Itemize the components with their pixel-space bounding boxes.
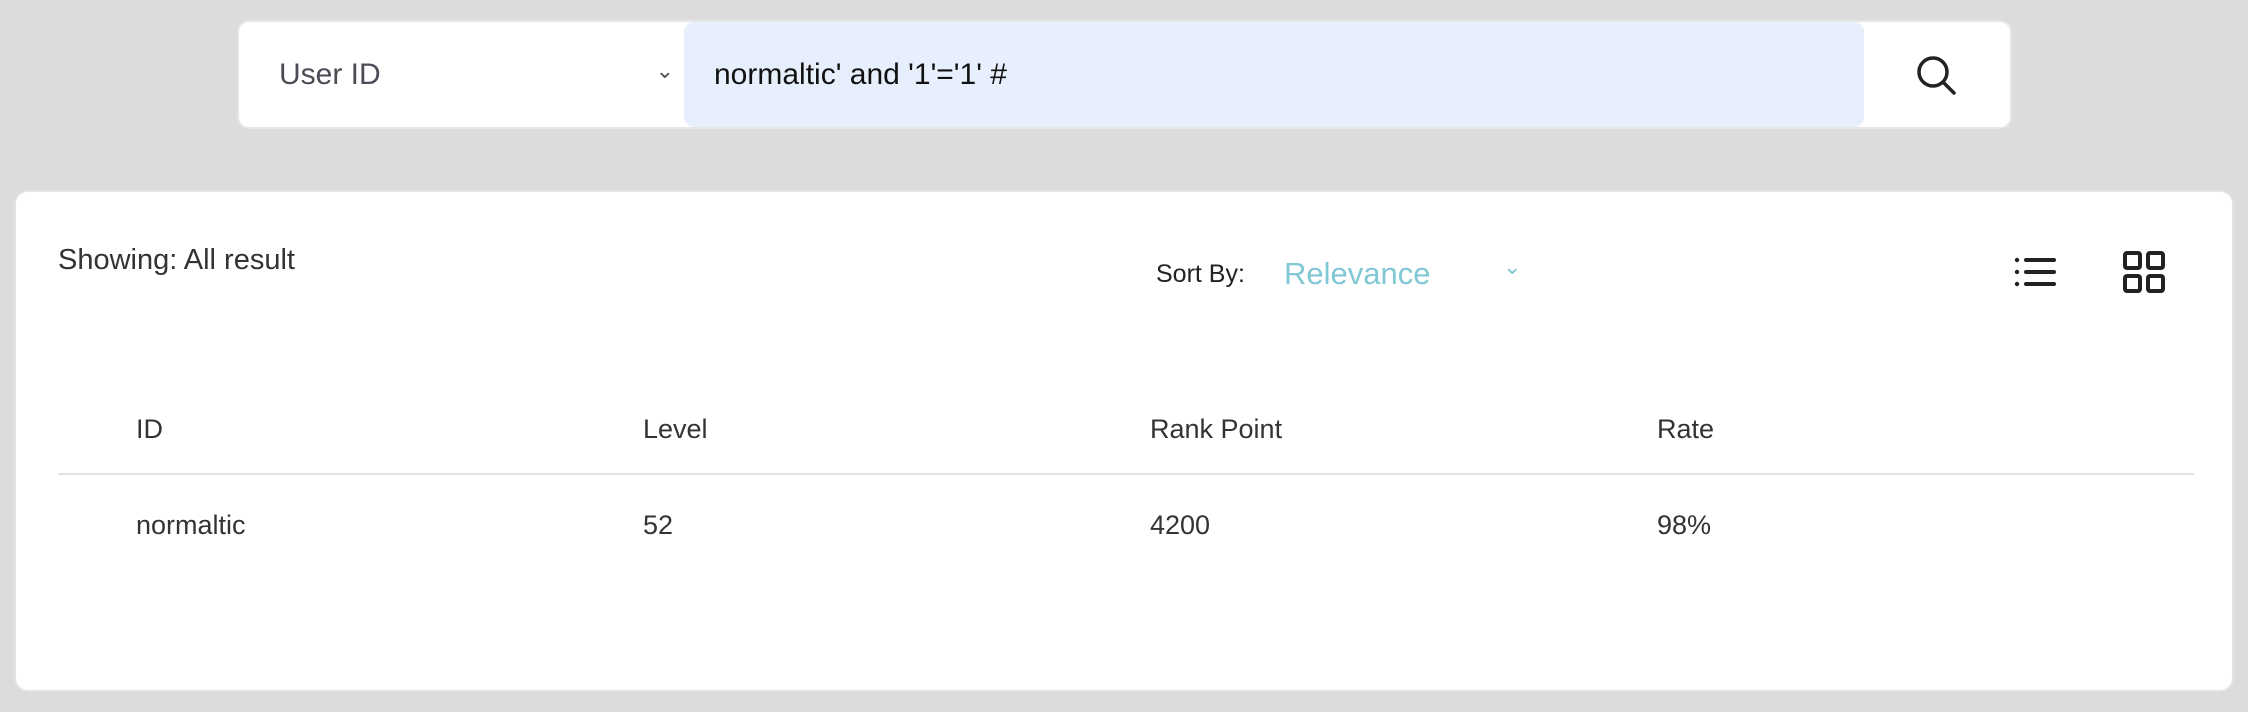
grid-view-icon <box>2123 251 2165 293</box>
chevron-down-icon[interactable]: ⌄ <box>1503 254 1522 279</box>
sort-select[interactable]: Relevance <box>1284 256 1431 291</box>
cell-level: 52 <box>643 510 674 540</box>
search-input[interactable] <box>684 22 1864 127</box>
cell-rate: 98% <box>1657 510 1712 540</box>
showing-label: Showing: All result <box>58 244 295 276</box>
list-view-button[interactable] <box>2008 244 2064 300</box>
table-divider <box>58 473 2194 475</box>
chevron-down-icon: ⌄ <box>655 58 674 83</box>
search-button[interactable] <box>1862 22 2010 127</box>
results-panel: Showing: All result Sort By: Relevance ⌄… <box>14 190 2234 692</box>
sort-label: Sort By: <box>1156 260 1245 288</box>
cell-rank-point: 4200 <box>1150 510 1211 540</box>
cell-id: normaltic <box>136 510 246 540</box>
column-header-id: ID <box>136 414 163 444</box>
column-header-rank-point: Rank Point <box>1150 414 1283 444</box>
search-field-select[interactable]: User ID ⌄ <box>239 22 684 127</box>
column-header-rate: Rate <box>1657 414 1715 444</box>
list-view-icon <box>2014 257 2056 287</box>
search-bar: User ID ⌄ <box>237 20 2012 129</box>
column-header-level: Level <box>643 414 708 444</box>
search-field-value: User ID <box>279 57 381 91</box>
search-icon <box>1917 55 1956 95</box>
grid-view-button[interactable] <box>2116 244 2172 300</box>
